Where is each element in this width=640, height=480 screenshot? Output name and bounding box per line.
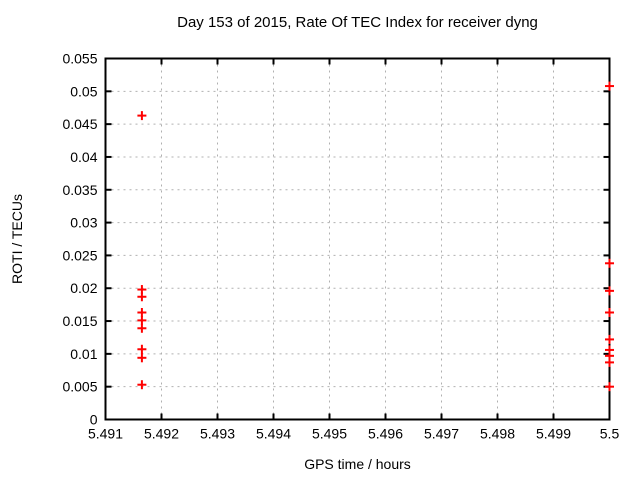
chart-title: Day 153 of 2015, Rate Of TEC Index for r…: [177, 14, 538, 31]
data-point-marker: [137, 353, 147, 363]
x-tick-label: 5.498: [480, 426, 515, 442]
data-point-marker: [137, 315, 147, 325]
x-axis-title: GPS time / hours: [304, 456, 411, 472]
y-tick-label: 0.015: [62, 313, 97, 329]
y-axis-title: ROTI / TECUs: [9, 194, 25, 284]
data-point-marker: [137, 111, 147, 121]
data-point-marker: [137, 323, 147, 333]
x-tick-label: 5.496: [368, 426, 403, 442]
data-points-layer: [137, 81, 614, 392]
x-tick-label: 5.497: [424, 426, 459, 442]
grid-layer: [105, 58, 610, 420]
y-tick-label: 0.03: [70, 215, 97, 231]
data-point-marker: [605, 357, 614, 367]
y-tick-label: 0.025: [62, 247, 97, 263]
data-point-marker: [137, 308, 147, 318]
tick-label-layer: 5.491 5.492 5.493 5.494 5.495 5.496 5.497 5.498…: [62, 51, 619, 442]
x-tick-label: 5.494: [256, 426, 291, 442]
y-tick-label: 0.04: [70, 149, 97, 165]
x-tick-label: 5.499: [536, 426, 571, 442]
data-point-marker: [137, 380, 147, 390]
x-tick-label: 5.491: [88, 426, 123, 442]
x-tick-label: 5.5: [600, 426, 620, 442]
data-point-marker: [605, 286, 614, 296]
y-tick-label: 0.05: [70, 83, 97, 99]
plot-border: [104, 57, 611, 421]
y-tick-label: 0.02: [70, 280, 97, 296]
y-tick-label: 0: [90, 412, 98, 428]
y-tick-label: 0.01: [70, 346, 97, 362]
y-tick-label: 0.045: [62, 116, 97, 132]
y-tick-label: 0.005: [62, 379, 97, 395]
data-point-marker: [605, 382, 614, 392]
data-point-marker: [605, 81, 614, 91]
axis-layer: [104, 57, 611, 421]
data-point-marker: [137, 344, 147, 354]
x-tick-label: 5.495: [312, 426, 347, 442]
data-point-marker: [605, 258, 614, 268]
x-tick-label: 5.493: [200, 426, 235, 442]
y-tick-label: 0.035: [62, 182, 97, 198]
data-point-marker: [605, 308, 614, 318]
x-tick-label: 5.492: [144, 426, 179, 442]
data-point-marker: [605, 334, 614, 344]
data-point-marker: [137, 292, 147, 302]
y-tick-label: 0.055: [62, 51, 97, 67]
